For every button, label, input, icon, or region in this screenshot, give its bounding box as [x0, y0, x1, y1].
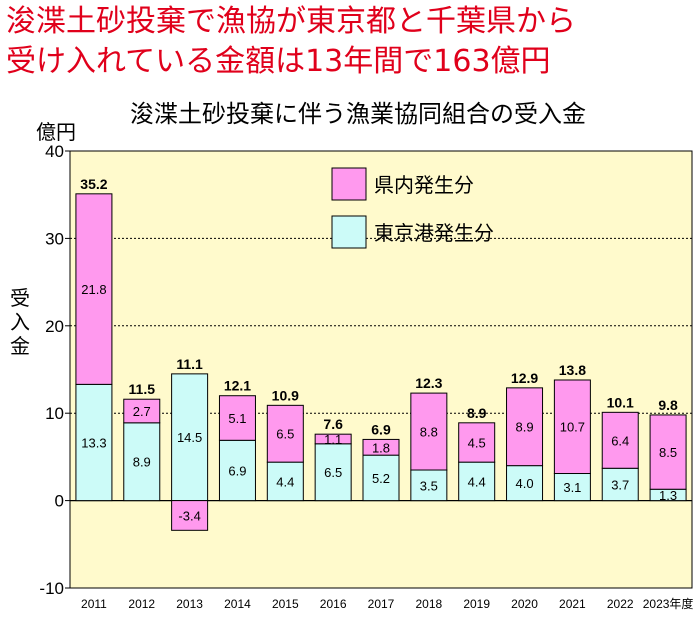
bar-value-label: 4.4: [276, 474, 294, 489]
bar-total-label: 11.1: [176, 356, 203, 372]
bar-value-label: 1.1: [324, 432, 342, 447]
y-tick-label: 0: [55, 492, 64, 511]
bar-segment-kennai: [649, 414, 687, 490]
bar-segment-kennai: [266, 404, 304, 463]
bar-value-label: 1.8: [372, 440, 390, 455]
bar-value-label: 10.7: [560, 420, 585, 435]
bar-segment-kennai: [553, 379, 591, 475]
bar-value-label: 2.7: [133, 404, 151, 419]
bar-segment-tokyo: [218, 439, 256, 502]
bar-segment-tokyo: [75, 383, 113, 502]
bar-segment-tokyo: [171, 373, 209, 502]
x-tick-label: 2023年度: [643, 596, 694, 611]
bar-segment-tokyo: [362, 454, 400, 502]
bar-segment-tokyo: [601, 467, 639, 502]
legend-swatch: [331, 167, 367, 201]
x-tick-label: 2020: [511, 597, 538, 611]
bar-total-label: 35.2: [80, 176, 107, 192]
legend-swatch: [331, 215, 367, 249]
bar-value-label: 6.9: [228, 463, 246, 478]
bar-segment-kennai: [75, 193, 113, 385]
bar-segment-kennai: [410, 392, 448, 471]
x-tick-label: 2017: [368, 597, 395, 611]
bar-value-label: 14.5: [177, 430, 202, 445]
bar-total-label: 7.6: [323, 416, 343, 432]
y-tick-label: -10: [39, 579, 64, 598]
bar-total-label: 9.8: [658, 397, 678, 413]
bar-value-label: 6.5: [324, 465, 342, 480]
legend-label: 県内発生分: [374, 174, 474, 197]
bar-value-label: 4.5: [468, 435, 486, 450]
bar-segment-kennai: [506, 387, 544, 467]
bar-segment-kennai: [171, 500, 209, 531]
bar-value-label: 4.0: [515, 476, 533, 491]
bar-segment-tokyo: [314, 443, 352, 502]
bar-value-label: 3.5: [420, 478, 438, 493]
x-tick-label: 2021: [559, 597, 586, 611]
bar-value-label: 3.7: [611, 477, 629, 492]
chart-title: 浚渫土砂投棄に伴う漁業協同組合の受入金: [130, 100, 586, 128]
y-tick-label: 40: [45, 142, 64, 161]
bar-value-label: 1.3: [659, 488, 677, 503]
y-axis-label: 受入金: [10, 286, 30, 358]
x-tick-label: 2012: [128, 597, 155, 611]
bar-segment-kennai: [601, 411, 639, 469]
bar-total-label: 13.8: [559, 362, 586, 378]
bar-segment-kennai: [362, 438, 400, 456]
bar-value-label: 5.2: [372, 471, 390, 486]
x-tick-label: 2013: [176, 597, 203, 611]
y-tick-label: 30: [45, 229, 64, 248]
bar-value-label: 4.4: [468, 474, 486, 489]
bar-value-label: 8.9: [515, 420, 533, 435]
bar-value-label: 8.5: [659, 445, 677, 460]
bar-total-label: 8.9: [467, 405, 487, 421]
bar-value-label: 6.4: [611, 433, 629, 448]
x-tick-label: 2022: [607, 597, 634, 611]
bar-value-label: 5.1: [228, 411, 246, 426]
bar-total-label: 12.3: [415, 375, 442, 391]
bar-total-label: 10.9: [272, 387, 299, 403]
legend-label: 東京港発生分: [374, 222, 494, 245]
x-tick-label: 2016: [320, 597, 347, 611]
x-tick-label: 2019: [463, 597, 490, 611]
plot-area: [69, 150, 693, 589]
x-tick-label: 2011: [81, 597, 107, 611]
bar-segment-kennai: [314, 433, 352, 445]
bar-value-label: 8.8: [420, 425, 438, 440]
bar-value-label: 13.3: [81, 435, 106, 450]
bar-value-label: 3.1: [563, 480, 581, 495]
y-axis-unit: 億円: [36, 120, 76, 144]
bar-total-label: 12.9: [511, 370, 538, 386]
bar-segment-kennai: [218, 395, 256, 441]
headline-line-1: 浚渫土砂投棄で漁協が東京都と千葉県から: [6, 4, 576, 39]
bar-segment-kennai: [123, 398, 161, 424]
headline-line-2: 受け入れている金額は13年間で163億円: [6, 44, 551, 79]
bar-segment-kennai: [458, 422, 496, 463]
bar-segment-tokyo: [553, 473, 591, 502]
bar-value-label: -3.4: [178, 508, 200, 523]
bar-value-label: 6.5: [276, 427, 294, 442]
bar-total-label: 6.9: [371, 421, 391, 437]
bar-total-label: 10.1: [607, 394, 634, 410]
y-tick-label: 20: [45, 317, 64, 336]
y-tick-label: 10: [45, 404, 64, 423]
bar-value-label: 8.9: [133, 455, 151, 470]
bar-total-label: 11.5: [129, 381, 156, 397]
x-tick-label: 2015: [272, 597, 299, 611]
bar-value-label: 21.8: [81, 282, 106, 297]
bar-total-label: 12.1: [224, 378, 251, 394]
bar-segment-tokyo: [410, 469, 448, 502]
x-tick-label: 2018: [415, 597, 442, 611]
x-tick-label: 2014: [224, 597, 251, 611]
